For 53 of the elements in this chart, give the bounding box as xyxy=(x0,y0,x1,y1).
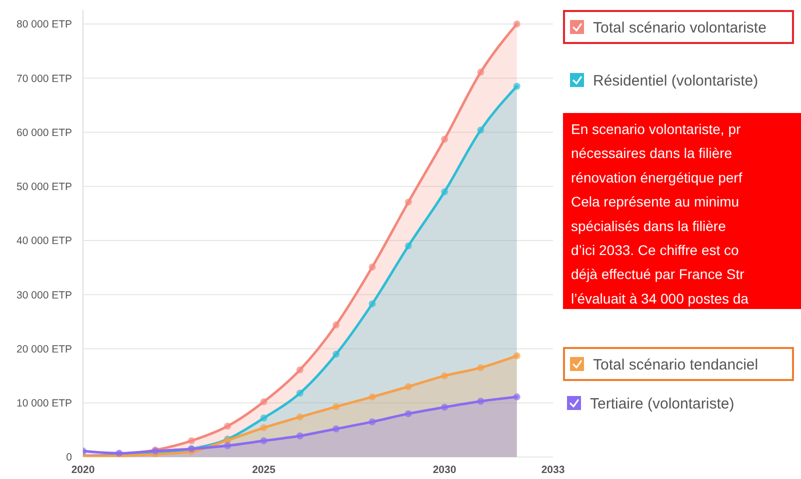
y-tick-label: 80 000 ETP xyxy=(16,18,72,31)
point xyxy=(332,403,340,410)
point xyxy=(260,414,268,422)
point xyxy=(260,424,268,432)
point xyxy=(332,425,340,432)
x-tick-label: 2033 xyxy=(541,464,565,476)
point xyxy=(441,188,448,196)
y-tick-label: 70 000 ETP xyxy=(16,72,72,85)
point xyxy=(513,352,520,360)
y-tick-label: 20 000 ETP xyxy=(16,343,72,356)
x-tick-label: 2020 xyxy=(71,464,95,476)
point xyxy=(404,410,412,418)
point xyxy=(404,383,412,390)
point xyxy=(477,68,484,76)
point xyxy=(368,418,376,426)
point xyxy=(441,372,448,380)
point xyxy=(296,390,304,397)
y-tick-label: 60 000 ETP xyxy=(16,126,72,139)
x-tick-label: 2030 xyxy=(432,464,456,476)
point xyxy=(368,393,376,400)
point xyxy=(477,398,484,405)
point xyxy=(404,198,412,206)
legend-label: Total scénario tendanciel xyxy=(593,356,758,374)
y-tick-label: 10 000 ETP xyxy=(16,398,72,410)
point xyxy=(441,136,448,143)
point xyxy=(296,432,304,440)
legend-label: Total scénario volontariste xyxy=(593,19,766,36)
point xyxy=(332,321,340,328)
point xyxy=(296,413,304,420)
legend-label: Résidentiel (volontariste) xyxy=(593,72,758,90)
y-tick-label: 40 000 ETP xyxy=(16,235,72,248)
point xyxy=(441,404,448,411)
point xyxy=(188,437,195,444)
point xyxy=(224,422,232,430)
text: En scenario volontariste, pr nécessaires dans la filière rénovation énergétique perf Cela représente au minimu spécialisés dans la filière d’ici 2033. Ce chiffre est co déjà effectué par France Str l’évaluait à 34 000 postes da xyxy=(571,121,749,306)
point xyxy=(368,264,376,271)
point xyxy=(477,126,484,134)
point xyxy=(513,393,520,400)
point xyxy=(513,82,520,90)
y-tick-label: 0 xyxy=(66,452,72,464)
y-tick-label: 30 000 ETP xyxy=(16,289,72,302)
point xyxy=(513,20,520,28)
point xyxy=(368,300,376,308)
point xyxy=(260,437,268,444)
point xyxy=(404,242,412,250)
y-tick-label: 50 000 ETP xyxy=(16,181,72,194)
point xyxy=(477,364,484,372)
point xyxy=(296,366,304,374)
point xyxy=(260,398,268,406)
x-tick-label: 2025 xyxy=(252,464,276,476)
legend-label: Tertiaire (volontariste) xyxy=(590,395,734,412)
point xyxy=(224,442,232,450)
point xyxy=(332,350,340,358)
